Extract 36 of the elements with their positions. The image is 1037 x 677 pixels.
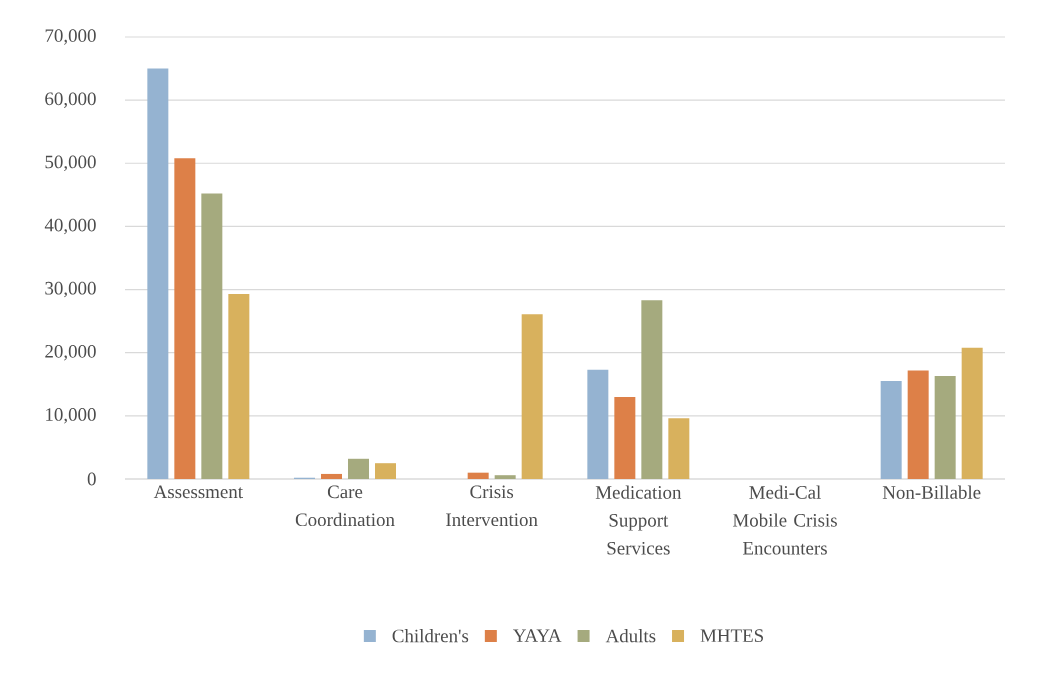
bar — [147, 68, 169, 479]
bar — [494, 475, 516, 479]
bar — [587, 369, 609, 479]
y-tick-label: 0 — [87, 472, 96, 486]
y-tick-label: 40,000 — [44, 218, 96, 235]
legend-label: Children's — [392, 629, 469, 643]
legend-label: YAYA — [513, 629, 562, 642]
legend-label: MHTES — [700, 629, 763, 643]
y-tick-label: 30,000 — [45, 281, 96, 298]
legend-label: Adults — [605, 629, 656, 643]
bar — [641, 300, 663, 479]
x-tick-label: Medi-Cal Mobile Crisis Encounters — [732, 485, 837, 555]
bar — [521, 314, 543, 479]
y-tick-label: 50,000 — [45, 155, 96, 172]
bar — [228, 293, 250, 479]
bar — [614, 396, 636, 479]
y-tick-label: 70,000 — [45, 29, 96, 45]
bar — [961, 347, 983, 479]
bar — [201, 193, 223, 479]
bar — [934, 376, 956, 479]
bar — [907, 370, 929, 479]
bar — [467, 472, 489, 479]
x-tick-label: Non-Billable — [882, 485, 981, 499]
x-tick-label: Care Coordination — [295, 485, 395, 527]
x-tick-label: Medication Support Services — [595, 485, 682, 555]
bar — [668, 418, 690, 479]
y-tick-label: 60,000 — [45, 92, 96, 108]
bar — [174, 158, 196, 479]
x-tick-label: Crisis Intervention — [446, 485, 538, 527]
x-tick-label: Assessment — [153, 485, 243, 499]
bar — [321, 473, 343, 479]
bar — [375, 463, 397, 479]
y-tick-label: 10,000 — [46, 408, 96, 424]
y-tick-label: 20,000 — [45, 344, 96, 361]
bar — [880, 381, 902, 479]
bar — [348, 458, 370, 479]
